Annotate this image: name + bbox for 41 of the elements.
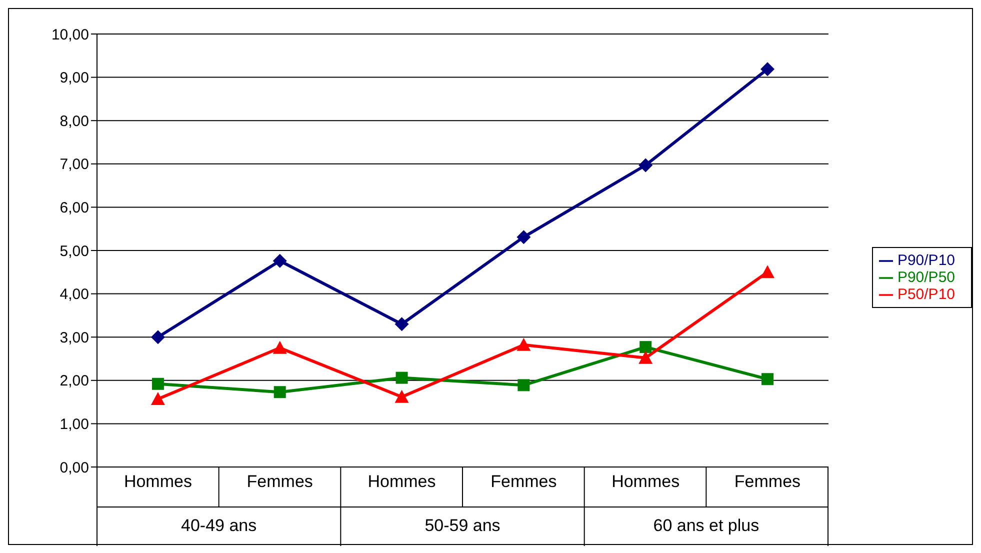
point bbox=[760, 62, 774, 76]
point bbox=[516, 338, 531, 351]
point bbox=[394, 390, 409, 403]
point bbox=[394, 317, 409, 332]
point bbox=[762, 373, 774, 386]
x-tick-label: Hommes bbox=[612, 472, 680, 492]
legend-label: P90/P10 bbox=[897, 252, 955, 269]
point bbox=[516, 230, 531, 244]
point bbox=[638, 158, 653, 172]
point bbox=[152, 378, 164, 390]
y-tick-label: 7,00 bbox=[60, 156, 89, 174]
y-tick-label: 2,00 bbox=[60, 372, 89, 390]
legend-label: P50/P10 bbox=[897, 286, 955, 303]
y-tick-label: 8,00 bbox=[60, 112, 89, 130]
point bbox=[150, 330, 165, 344]
x-tick-label: Hommes bbox=[368, 472, 436, 492]
text: 40-49 ans bbox=[181, 516, 257, 535]
point bbox=[638, 350, 653, 364]
y-tick-label: 6,00 bbox=[60, 200, 89, 217]
point bbox=[274, 386, 286, 398]
point bbox=[760, 265, 774, 278]
y-tick-label: 0,00 bbox=[60, 459, 89, 476]
y-tick-label: 3,00 bbox=[60, 329, 89, 346]
point bbox=[640, 341, 652, 354]
x-tick-label: Femmes bbox=[734, 472, 801, 492]
y-tick-label: 4,00 bbox=[60, 286, 89, 304]
x-tick-label: Hommes bbox=[124, 472, 192, 492]
y-tick-label: 1,00 bbox=[60, 416, 89, 434]
y-tick-label: 5,00 bbox=[60, 242, 89, 260]
point bbox=[272, 340, 287, 354]
y-tick-label: 9,00 bbox=[60, 70, 89, 87]
point bbox=[150, 392, 165, 406]
x-tick-label: Femmes bbox=[490, 472, 557, 492]
legend-label: P90/P50 bbox=[897, 269, 955, 286]
y-tick-label: 10,00 bbox=[51, 26, 89, 44]
point bbox=[272, 254, 287, 268]
x-tick-label: Femmes bbox=[246, 472, 313, 492]
text: 60 ans et plus bbox=[653, 516, 760, 535]
point bbox=[518, 379, 530, 392]
text: 50-59 ans bbox=[424, 516, 500, 535]
point bbox=[396, 372, 408, 384]
